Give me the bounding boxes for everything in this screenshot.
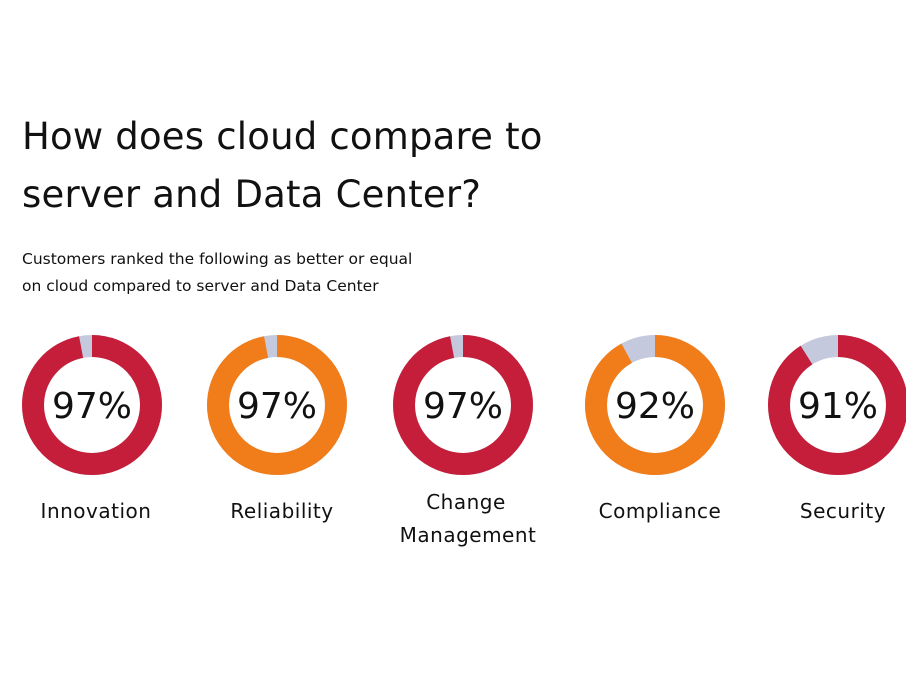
donut-value-arc: [393, 335, 533, 475]
donut-value-label: 92%: [615, 386, 695, 427]
chart-subtitle-line-1: Customers ranked the following as better…: [22, 250, 413, 268]
donut-change-management: 97% Change Management: [393, 335, 537, 547]
donut-security: 91% Security: [768, 335, 906, 523]
donut-value-arc: [22, 335, 162, 475]
donut-reliability: 97% Reliability: [207, 335, 347, 523]
donut-compliance: 92% Compliance: [585, 335, 725, 523]
donut-value-label: 97%: [52, 386, 132, 427]
donut-value-arc: [585, 335, 725, 475]
donut-category-label: Change: [426, 490, 506, 514]
donut-category-label: Reliability: [230, 499, 333, 523]
donut-value-arc: [768, 335, 906, 475]
donut-category-label: Security: [800, 499, 886, 523]
donut-value-label: 97%: [423, 386, 503, 427]
donut-innovation: 97% Innovation: [22, 335, 162, 523]
chart-subtitle-line-2: on cloud compared to server and Data Cen…: [22, 277, 379, 295]
donut-value-label: 97%: [237, 386, 317, 427]
chart-subtitle: Customers ranked the following as better…: [22, 246, 542, 300]
chart-title: How does cloud compare to server and Dat…: [22, 108, 622, 224]
donut-value-arc: [207, 335, 347, 475]
donut-category-label: Compliance: [599, 499, 722, 523]
chart-title-line-1: How does cloud compare to: [22, 115, 543, 158]
donut-category-label: Management: [400, 523, 537, 547]
donut-category-label: Innovation: [41, 499, 152, 523]
chart-title-line-2: server and Data Center?: [22, 173, 482, 216]
donut-value-label: 91%: [798, 386, 878, 427]
